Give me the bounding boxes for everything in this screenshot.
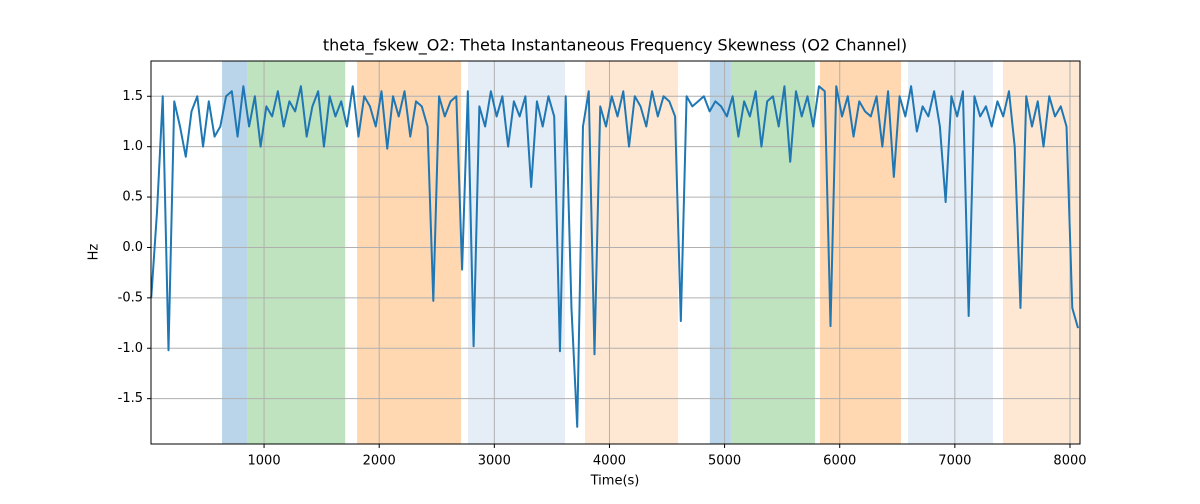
- shaded-span: [1002, 61, 1080, 444]
- data-line: [150, 85, 1080, 428]
- shaded-span: [709, 61, 731, 444]
- x-tick-label: 2000: [363, 454, 396, 469]
- chart-title: theta_fskew_O2: Theta Instantaneous Freq…: [323, 36, 907, 56]
- x-tick-label: 7000: [938, 454, 971, 469]
- shaded-span: [222, 61, 248, 444]
- plot-frame: [150, 60, 1081, 445]
- x-tick-label: 1000: [248, 454, 281, 469]
- x-axis-label: Time(s): [590, 474, 640, 489]
- y-tick-label: 0.0: [122, 240, 143, 255]
- shaded-span: [730, 61, 815, 444]
- x-tick-label: 4000: [593, 454, 626, 469]
- x-tick-label: 3000: [478, 454, 511, 469]
- y-axis-label: Hz: [87, 244, 102, 261]
- shaded-span: [247, 61, 346, 444]
- y-tick-label: 1.0: [122, 139, 143, 154]
- y-tick-label: -0.5: [118, 290, 143, 305]
- y-tick-label: -1.0: [118, 341, 143, 356]
- x-tick-label: 8000: [1053, 454, 1086, 469]
- x-tick-label: 5000: [708, 454, 741, 469]
- y-tick-label: 0.5: [122, 190, 143, 205]
- y-tick-label: -1.5: [118, 391, 143, 406]
- x-tick-label: 6000: [823, 454, 856, 469]
- y-tick-label: 1.5: [122, 89, 143, 104]
- shaded-span: [820, 61, 901, 444]
